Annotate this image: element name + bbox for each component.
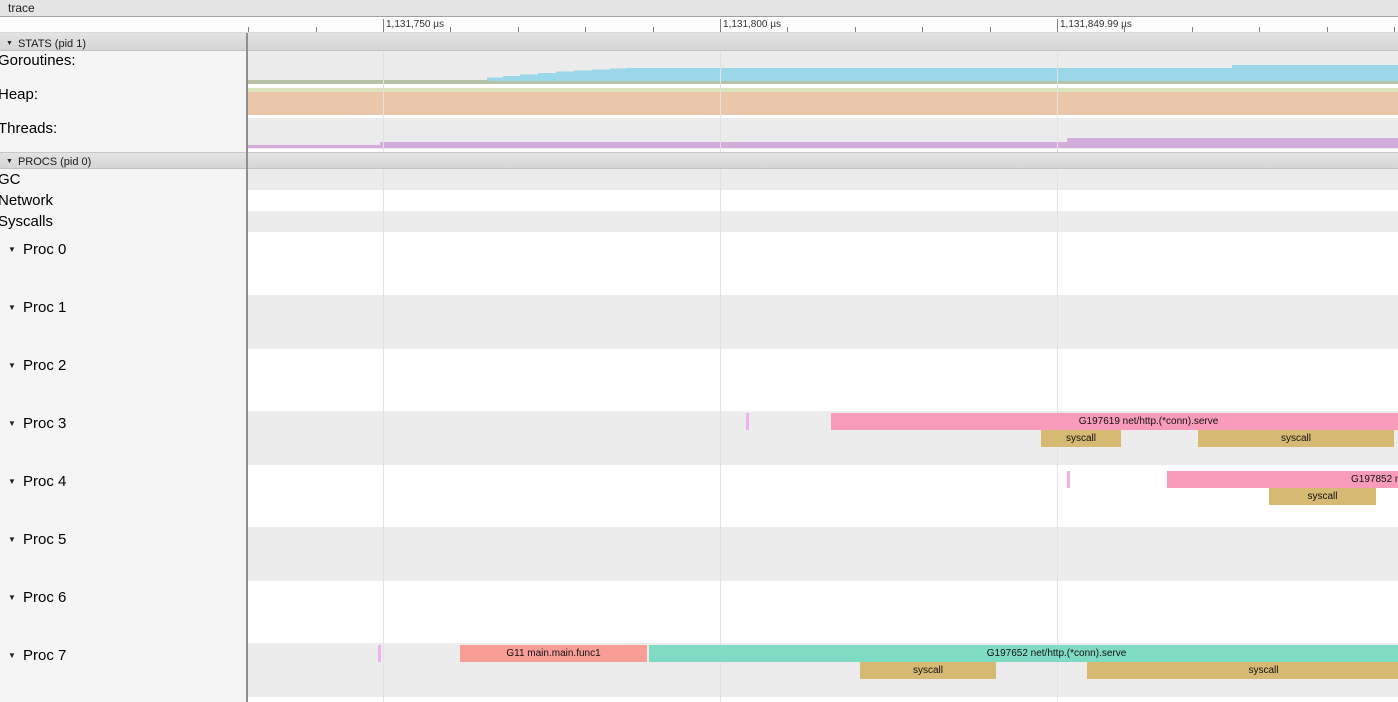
proc-track-header[interactable]: ▼ Proc 4 <box>0 473 246 491</box>
collapse-triangle-icon[interactable]: ▼ <box>8 651 16 660</box>
proc-track-label: Proc 4 <box>23 473 67 490</box>
meta-row-bg <box>246 169 1398 190</box>
ruler-minor-tick <box>1259 27 1260 32</box>
proc-track-label: Proc 3 <box>23 415 67 432</box>
proc-track-label: Proc 0 <box>23 241 67 258</box>
ruler-minor-tick <box>585 27 586 32</box>
trace-slice[interactable]: syscall <box>1041 430 1121 447</box>
proc-track-header[interactable]: ▼ Proc 0 <box>0 241 246 259</box>
meta-row-label: GC <box>0 171 21 188</box>
gridline <box>1057 32 1058 702</box>
ruler-minor-tick <box>1327 27 1328 32</box>
trace-slice[interactable]: syscall <box>1198 430 1394 447</box>
trace-slice[interactable]: syscall <box>1269 488 1376 505</box>
trace-slice[interactable]: G197652 net/http.(*conn).serve <box>649 645 1398 662</box>
ruler-minor-tick <box>450 27 451 32</box>
collapse-triangle-icon[interactable]: ▼ <box>8 593 16 602</box>
ruler-minor-tick <box>248 27 249 32</box>
trace-slice[interactable]: G197852 n <box>1167 471 1398 488</box>
ruler-minor-tick <box>787 27 788 32</box>
meta-row-bg <box>246 211 1398 232</box>
meta-row-label: Network <box>0 192 54 209</box>
proc-track-label: Proc 6 <box>23 589 67 606</box>
proc-track-header[interactable]: ▼ Proc 7 <box>0 647 246 665</box>
threads-counter-step <box>380 142 1067 148</box>
ruler-minor-tick <box>653 27 654 32</box>
gridline <box>383 32 384 702</box>
collapse-triangle-icon[interactable]: ▼ <box>6 40 13 47</box>
collapse-triangle-icon[interactable]: ▼ <box>8 361 16 370</box>
trace-slice[interactable]: syscall <box>1087 662 1398 679</box>
proc-track-label: Proc 2 <box>23 357 67 374</box>
window-title-bar: trace <box>0 0 1398 17</box>
heap-counter-band <box>246 88 1398 92</box>
track-sidebar: Goroutines: Heap: Threads: GC Network Syscall… <box>0 51 246 702</box>
section-label-procs: PROCS (pid 0) <box>17 156 92 168</box>
trace-slice-label: G197852 n <box>1351 474 1398 485</box>
threads-counter-step <box>246 145 380 148</box>
sidebar-divider <box>246 18 248 702</box>
proc-track-header[interactable]: ▼ Proc 2 <box>0 357 246 375</box>
ruler-time-label: 1,131,849.99 µs <box>1060 19 1132 30</box>
ruler-minor-tick <box>1124 27 1125 32</box>
ruler-major-tick <box>720 19 721 32</box>
proc-track-label: Proc 7 <box>23 647 67 664</box>
threads-counter-step <box>1067 138 1398 148</box>
proc-row-bg <box>246 527 1398 581</box>
collapse-triangle-icon[interactable]: ▼ <box>6 158 13 165</box>
gridline <box>720 32 721 702</box>
ruler-minor-tick <box>855 27 856 32</box>
heap-counter-band <box>246 92 1398 115</box>
section-label-stats: STATS (pid 1) <box>17 38 86 50</box>
collapse-triangle-icon[interactable]: ▼ <box>8 303 16 312</box>
proc-track-header[interactable]: ▼ Proc 5 <box>0 531 246 549</box>
collapse-triangle-icon[interactable]: ▼ <box>8 477 16 486</box>
proc-track-header[interactable]: ▼ Proc 3 <box>0 415 246 433</box>
proc-track-header[interactable]: ▼ Proc 6 <box>0 589 246 607</box>
ruler-minor-tick <box>1394 27 1395 32</box>
ruler-minor-tick <box>990 27 991 32</box>
ruler-minor-tick <box>922 27 923 32</box>
ruler-major-tick <box>1057 19 1058 32</box>
counter-row-label: Threads: <box>0 120 58 137</box>
proc-track-header[interactable]: ▼ Proc 1 <box>0 299 246 317</box>
window-title: trace <box>8 1 35 15</box>
ruler-major-tick <box>383 19 384 32</box>
section-header-procs[interactable]: ▼ PROCS (pid 0) <box>0 152 1398 169</box>
trace-slice[interactable]: syscall <box>860 662 996 679</box>
ruler-minor-tick <box>316 27 317 32</box>
collapse-triangle-icon[interactable]: ▼ <box>8 535 16 544</box>
proc-track-label: Proc 5 <box>23 531 67 548</box>
ruler-time-label: 1,131,800 µs <box>723 19 782 30</box>
ruler-minor-tick <box>518 27 519 32</box>
ruler-time-label: 1,131,750 µs <box>386 19 445 30</box>
counter-row-label: Goroutines: <box>0 52 76 69</box>
proc-track-label: Proc 1 <box>23 299 67 316</box>
section-header-stats[interactable]: ▼ STATS (pid 1) <box>0 32 1398 51</box>
trace-slice[interactable]: G11 main.main.func1 <box>460 645 647 662</box>
counter-row-bg <box>246 50 1398 84</box>
meta-row-bg <box>246 190 1398 211</box>
collapse-triangle-icon[interactable]: ▼ <box>8 245 16 254</box>
trace-slice[interactable]: G197619 net/http.(*conn).serve <box>831 413 1398 430</box>
timeline-ruler[interactable]: 1,131,750 µs 1,131,800 µs 1,131,849.99 µs <box>0 18 1398 33</box>
counter-row-label: Heap: <box>0 86 39 103</box>
ruler-minor-tick <box>1192 27 1193 32</box>
flow-event-tick[interactable] <box>1067 471 1070 488</box>
collapse-triangle-icon[interactable]: ▼ <box>8 419 16 428</box>
meta-row-label: Syscalls <box>0 213 54 230</box>
flow-event-tick[interactable] <box>746 413 749 430</box>
goroutines-baseline-band <box>246 80 1398 84</box>
proc-row-bg <box>246 295 1398 349</box>
flow-event-tick[interactable] <box>378 645 381 662</box>
